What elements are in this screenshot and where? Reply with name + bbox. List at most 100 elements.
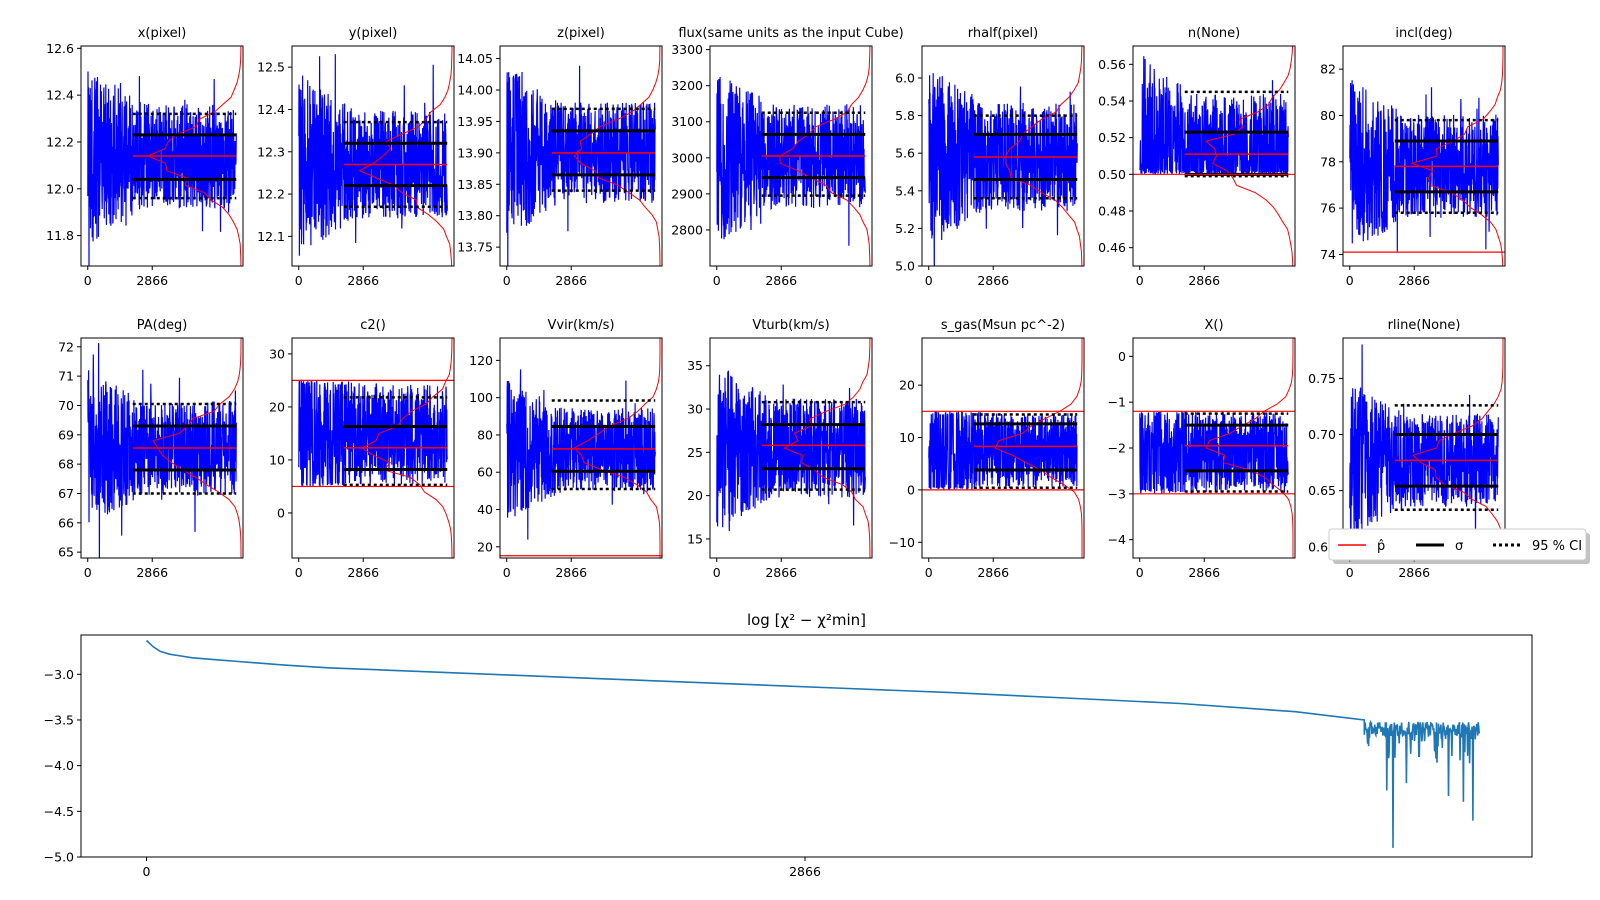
panel-plot-area-n-none	[1133, 46, 1295, 266]
ytick-label-vvir-km-s-2: 60	[477, 465, 493, 480]
chi-panel-frame	[80, 634, 1533, 858]
trace-line-incl-deg	[1349, 80, 1499, 252]
ytick-label-vvir-km-s-0: 20	[477, 539, 493, 554]
ytick-label-incl-deg-0: 74	[1320, 247, 1336, 262]
panel-title-c2: c2()	[360, 318, 386, 333]
ytick-label-n-none-2: 0.50	[1098, 167, 1126, 182]
posterior-histogram-s-gas-msun-pc-2	[994, 338, 1083, 558]
ytick-label-z-pixel-4: 13.95	[457, 114, 493, 129]
posterior-histogram-incl-deg	[1410, 46, 1504, 266]
ytick-label-x-pixel-1: 12.0	[46, 181, 74, 196]
panel-x: X() −4 −3 −2 −1 0 0 2866	[1108, 318, 1296, 580]
ytick-label-vvir-km-s-1: 40	[477, 502, 493, 517]
xtick-label-y-pixel-1: 2866	[347, 273, 379, 288]
xtick-label-z-pixel-1: 2866	[555, 273, 587, 288]
panel-title-pa-deg: PA(deg)	[137, 318, 188, 333]
ytick-label-s-gas-msun-pc-2-1: 0	[907, 482, 915, 497]
posterior-histogram-vturb-km-s	[783, 338, 871, 558]
ytick-label-rhalf-pixel-2: 5.4	[895, 183, 915, 198]
posterior-histogram-y-pixel	[358, 46, 453, 266]
xtick-label-vvir-km-s-0: 0	[503, 565, 511, 580]
panel-frame-y-pixel	[291, 45, 455, 267]
xtick-label-x-0: 0	[1136, 565, 1144, 580]
ytick-label-x-pixel-0: 11.8	[46, 228, 74, 243]
ytick-label-pa-deg-1: 66	[58, 515, 74, 530]
panel-plot-area-x	[1133, 338, 1295, 558]
chi-ytick-label-4: −3.0	[44, 667, 74, 682]
panel-frame-x-pixel	[80, 45, 244, 267]
panel-title-flux-same-units-as-the-input-cube: flux(same units as the input Cube)	[678, 26, 903, 41]
ytick-label-z-pixel-2: 13.85	[457, 177, 493, 192]
chi-xtick-label-1: 2866	[789, 864, 821, 879]
trace-line-rline-none	[1349, 344, 1499, 558]
panel-frame-vturb-km-s	[709, 337, 873, 559]
ytick-label-rhalf-pixel-3: 5.6	[895, 146, 915, 161]
ytick-label-rhalf-pixel-4: 5.8	[895, 108, 915, 123]
panel-title-vvir-km-s: Vvir(km/s)	[547, 318, 614, 333]
panel-frame-flux-same-units-as-the-input-cube	[709, 45, 873, 267]
chi-ytick-label-0: −5.0	[44, 850, 74, 865]
ytick-label-x-pixel-3: 12.4	[46, 88, 74, 103]
trace-line-n-none	[1139, 56, 1289, 176]
chi-square-panel: log [χ² − χ²min] −5.0 −4.5 −4.0 −3.5 −3.0 0 286…	[44, 611, 1533, 879]
ytick-label-pa-deg-5: 70	[58, 398, 74, 413]
panel-rline-none: rline(None)0.600.650.700.750 2866	[1308, 318, 1506, 580]
chi-ytick-label-3: −3.5	[44, 712, 74, 727]
ytick-label-y-pixel-1: 12.2	[257, 187, 285, 202]
xtick-label-s-gas-msun-pc-2-1: 2866	[977, 565, 1009, 580]
ytick-label-s-gas-msun-pc-2-0: −10	[889, 535, 915, 550]
xtick-label-vvir-km-s-1: 2866	[555, 565, 587, 580]
ytick-label-vvir-km-s-3: 80	[477, 427, 493, 442]
posterior-histogram-vvir-km-s	[573, 338, 661, 558]
xtick-label-pa-deg-0: 0	[84, 565, 92, 580]
ytick-label-x-pixel-4: 12.6	[46, 41, 74, 56]
panel-y-pixel: y(pixel) 12.1 12.2 12.3 12.4 12.5 0 2866	[257, 26, 455, 288]
ytick-label-n-none-3: 0.52	[1098, 130, 1126, 145]
panel-plot-area-vturb-km-s	[716, 338, 871, 558]
trace-line-vvir-km-s	[506, 369, 656, 540]
legend-ci-label: 95 % CI	[1532, 539, 1582, 554]
ytick-label-pa-deg-6: 71	[58, 369, 74, 384]
ytick-label-z-pixel-1: 13.80	[457, 208, 493, 223]
xtick-label-rhalf-pixel-0: 0	[925, 273, 933, 288]
ytick-label-z-pixel-6: 14.05	[457, 51, 493, 66]
ytick-label-incl-deg-4: 82	[1320, 62, 1336, 77]
ytick-label-n-none-1: 0.48	[1098, 204, 1126, 219]
panel-frame-n-none	[1132, 45, 1296, 267]
ytick-label-vturb-km-s-1: 20	[687, 488, 703, 503]
ytick-label-pa-deg-0: 65	[58, 545, 74, 560]
panel-plot-area-x-pixel	[87, 46, 242, 266]
ytick-label-x-2: −2	[1108, 441, 1126, 456]
xtick-label-rline-none-0: 0	[1346, 565, 1354, 580]
panel-plot-area-rline-none	[1349, 338, 1504, 558]
panel-frame-incl-deg	[1342, 45, 1506, 267]
xtick-label-z-pixel-0: 0	[503, 273, 511, 288]
xtick-label-flux-same-units-as-the-input-cube-1: 2866	[765, 273, 797, 288]
ytick-label-flux-same-units-as-the-input-cube-2: 3000	[671, 150, 703, 165]
xtick-label-n-none-1: 2866	[1188, 273, 1220, 288]
ytick-label-x-4: 0	[1118, 349, 1126, 364]
posterior-histogram-z-pixel	[573, 46, 661, 266]
trace-line-z-pixel	[506, 65, 656, 266]
ytick-label-z-pixel-0: 13.75	[457, 240, 493, 255]
posterior-histogram-n-none	[1204, 46, 1294, 266]
ytick-label-incl-deg-3: 80	[1320, 108, 1336, 123]
panel-rhalf-pixel: rhalf(pixel) 5.0 5.2 5.4 5.6 5.8 6.0 0 2866	[895, 26, 1085, 288]
xtick-label-rline-none-1: 2866	[1398, 565, 1430, 580]
ytick-label-flux-same-units-as-the-input-cube-1: 2900	[671, 186, 703, 201]
xtick-label-x-pixel-1: 2866	[136, 273, 168, 288]
ytick-label-flux-same-units-as-the-input-cube-0: 2800	[671, 222, 703, 237]
legend: p̂ σ 95 % CI	[1328, 528, 1590, 564]
panel-plot-area-y-pixel	[298, 46, 453, 266]
ytick-label-flux-same-units-as-the-input-cube-3: 3100	[671, 114, 703, 129]
ytick-label-pa-deg-2: 67	[58, 486, 74, 501]
ytick-label-c2-1: 10	[269, 452, 285, 467]
panel-title-y-pixel: y(pixel)	[349, 26, 398, 41]
panel-plot-area-incl-deg	[1343, 46, 1505, 266]
ytick-label-vvir-km-s-5: 120	[469, 353, 493, 368]
trace-line-x	[1139, 410, 1289, 494]
posterior-histogram-x	[1205, 338, 1294, 558]
ytick-label-x-1: −3	[1108, 486, 1126, 501]
panel-frame-z-pixel	[499, 45, 663, 267]
